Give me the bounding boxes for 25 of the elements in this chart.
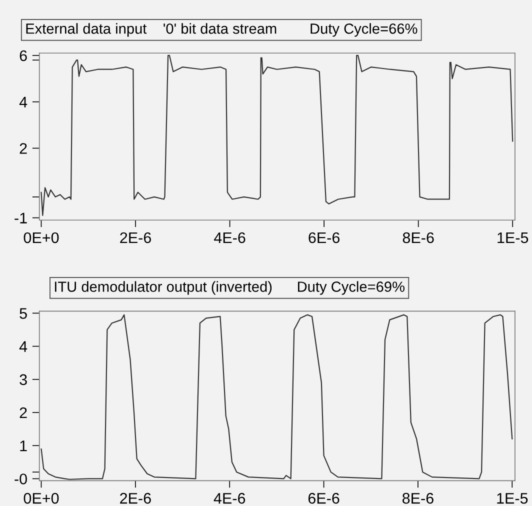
chart-title: ITU demodulator output (inverted) Duty Cycle=69% bbox=[54, 281, 404, 295]
y-tick-label: 6 bbox=[20, 50, 27, 62]
x-tick-label: 0E+0 bbox=[24, 492, 59, 504]
y-tick-label: 4 bbox=[19, 96, 28, 108]
x-tick-label: 0E+0 bbox=[24, 232, 59, 244]
y-tick-label: 3 bbox=[20, 374, 27, 386]
chart-title: External data input '0' bit data stream Duty Cycle=66% bbox=[26, 23, 418, 37]
line-series bbox=[40, 314, 513, 480]
x-tick-label: 1E-5 bbox=[498, 232, 528, 244]
x-tick-label: 6E-6 bbox=[308, 492, 340, 504]
y-tick-label: -1 bbox=[14, 212, 27, 224]
x-tick-label: 8E-6 bbox=[402, 492, 434, 504]
x-tick-label: 2E-6 bbox=[120, 492, 151, 504]
x-tick-label: 2E-6 bbox=[120, 232, 151, 244]
x-tick-label: 4E-6 bbox=[214, 492, 246, 504]
y-tick-label: 1 bbox=[20, 440, 27, 452]
x-tick-label: 8E-6 bbox=[402, 232, 434, 244]
y-tick-label: 2 bbox=[20, 143, 27, 154]
y-tick-label: -0 bbox=[14, 474, 27, 484]
x-tick-label: 1E-5 bbox=[497, 493, 528, 504]
x-tick-label: 6E-6 bbox=[308, 232, 340, 244]
x-tick-label: 4E-6 bbox=[214, 232, 246, 244]
y-tick-label: 5 bbox=[20, 308, 27, 319]
y-tick-label: 4 bbox=[19, 341, 28, 352]
y-tick-label: 2 bbox=[20, 407, 27, 418]
